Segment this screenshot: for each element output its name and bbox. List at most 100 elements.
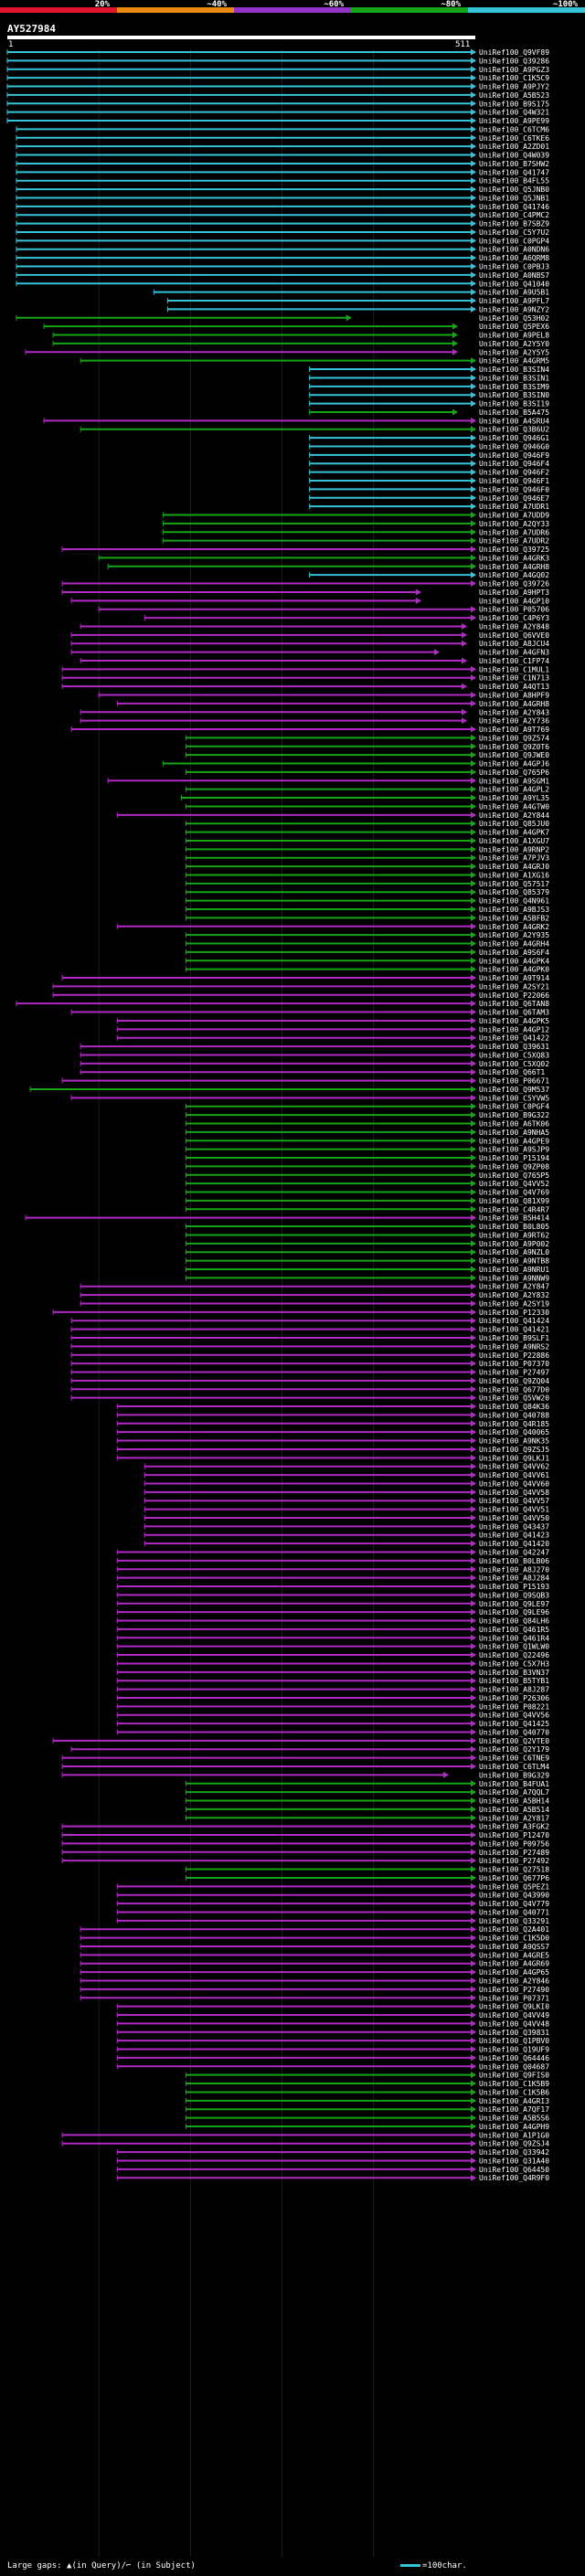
hit-label[interactable]: UniRef100_A5BH14 [479, 1797, 549, 1806]
hit-label[interactable]: UniRef100_Q9VF89 [479, 48, 549, 57]
hit-label[interactable]: UniRef100_A4GTW0 [479, 802, 549, 811]
hit-label[interactable]: UniRef100_Q9ZSJ4 [479, 2140, 549, 2148]
hit-label[interactable]: UniRef100_Q39726 [479, 580, 549, 588]
hit-label[interactable]: UniRef100_Q2A401 [479, 1925, 549, 1934]
hit-label[interactable]: UniRef100_A2Y5Y0 [479, 340, 549, 348]
hit-label[interactable]: UniRef100_Q6TAN8 [479, 1000, 549, 1008]
hit-label[interactable]: UniRef100_Q19UF9 [479, 2046, 549, 2054]
hit-label[interactable]: UniRef100_Q41746 [479, 203, 549, 211]
hit-label[interactable]: UniRef100_Q5JNB1 [479, 194, 549, 202]
hit-label[interactable]: UniRef100_A5B5S6 [479, 2115, 549, 2123]
hit-label[interactable]: UniRef100_A2Y844 [479, 811, 549, 820]
hit-label[interactable]: UniRef100_A5B514 [479, 1806, 549, 1814]
hit-label[interactable]: UniRef100_A8J284 [479, 1574, 549, 1583]
hit-label[interactable]: UniRef100_P12470 [479, 1831, 549, 1839]
hit-label[interactable]: UniRef100_C5XQ02 [479, 1060, 549, 1068]
hit-label[interactable]: UniRef100_Q4VV51 [479, 1506, 549, 1514]
hit-label[interactable]: UniRef100_C5YVW5 [479, 1094, 549, 1102]
hit-label[interactable]: UniRef100_P27492 [479, 1857, 549, 1865]
hit-label[interactable]: UniRef100_C1K5C9 [479, 74, 549, 82]
hit-label[interactable]: UniRef100_B9G329 [479, 1771, 549, 1779]
hit-label[interactable]: UniRef100_C1N713 [479, 674, 549, 683]
hit-label[interactable]: UniRef100_Q39831 [479, 2029, 549, 2037]
hit-label[interactable]: UniRef100_A4GRJ0 [479, 863, 549, 871]
hit-label[interactable]: UniRef100_C1K5D0 [479, 1935, 549, 1943]
hit-label[interactable]: UniRef100_Q41422 [479, 1034, 549, 1043]
hit-label[interactable]: UniRef100_A9NZY2 [479, 305, 549, 313]
hit-label[interactable]: UniRef100_Q5VW20 [479, 1394, 549, 1403]
hit-label[interactable]: UniRef100_Q4VV62 [479, 1463, 549, 1471]
hit-label[interactable]: UniRef100_Q9LE96 [479, 1608, 549, 1617]
hit-label[interactable]: UniRef100_B9G322 [479, 1111, 549, 1119]
hit-label[interactable]: UniRef100_Q4VV50 [479, 1514, 549, 1522]
hit-label[interactable]: UniRef100_B0L805 [479, 1223, 549, 1231]
hit-label[interactable]: UniRef100_P27497 [479, 1369, 549, 1377]
hit-label[interactable]: UniRef100_Q41424 [479, 1317, 549, 1325]
hit-label[interactable]: UniRef100_B5H414 [479, 1214, 549, 1223]
hit-label[interactable]: UniRef100_A9P002 [479, 1240, 549, 1248]
hit-label[interactable]: UniRef100_B7SBZ9 [479, 220, 549, 228]
hit-label[interactable]: UniRef100_A2Y736 [479, 717, 549, 726]
hit-label[interactable]: UniRef100_B5TYB1 [479, 1677, 549, 1685]
hit-label[interactable]: UniRef100_Q9LE97 [479, 1600, 549, 1608]
hit-label[interactable]: UniRef100_Q41421 [479, 1326, 549, 1334]
hit-label[interactable]: UniRef100_A2Y5Y5 [479, 348, 549, 356]
hit-label[interactable]: UniRef100_Q946F4 [479, 460, 549, 468]
hit-label[interactable]: UniRef100_Q765P6 [479, 769, 549, 777]
hit-label[interactable]: UniRef100_B3SIN0 [479, 391, 549, 399]
hit-label[interactable]: UniRef100_A0NDN6 [479, 246, 549, 254]
hit-label[interactable]: UniRef100_A2SY21 [479, 982, 549, 991]
hit-label[interactable]: UniRef100_A9S6F4 [479, 949, 549, 957]
hit-label[interactable]: UniRef100_Q84LH6 [479, 1617, 549, 1626]
hit-label[interactable]: UniRef100_C5XQ83 [479, 1051, 549, 1059]
hit-label[interactable]: UniRef100_A9NRU1 [479, 1266, 549, 1274]
hit-label[interactable]: UniRef100_Q9SQB3 [479, 1591, 549, 1599]
hit-label[interactable]: UniRef100_A4GRK3 [479, 554, 549, 562]
hit-label[interactable]: UniRef100_A9U5B1 [479, 289, 549, 297]
hit-label[interactable]: UniRef100_A7UDR6 [479, 528, 549, 536]
hit-label[interactable]: UniRef100_Q39286 [479, 57, 549, 65]
hit-label[interactable]: UniRef100_Q43437 [479, 1522, 549, 1531]
hit-label[interactable]: UniRef100_A7QF17 [479, 2105, 549, 2114]
hit-label[interactable]: UniRef100_A4GP12 [479, 1025, 549, 1034]
hit-label[interactable]: UniRef100_A9YL35 [479, 794, 549, 802]
hit-label[interactable]: UniRef100_C4PMC2 [479, 211, 549, 219]
hit-label[interactable]: UniRef100_C6TNE9 [479, 1754, 549, 1763]
hit-label[interactable]: UniRef100_A8JCU4 [479, 640, 549, 648]
hit-label[interactable]: UniRef100_C0PGP4 [479, 237, 549, 245]
hit-label[interactable]: UniRef100_Q4VV48 [479, 2019, 549, 2028]
hit-label[interactable]: UniRef100_A4GPH9 [479, 2123, 549, 2131]
hit-label[interactable]: UniRef100_Q42247 [479, 1549, 549, 1557]
hit-label[interactable]: UniRef100_Q946G1 [479, 434, 549, 442]
hit-label[interactable]: UniRef100_A4GQ02 [479, 571, 549, 579]
hit-label[interactable]: UniRef100_A1XGU7 [479, 837, 549, 845]
hit-label[interactable]: UniRef100_Q946E7 [479, 494, 549, 503]
hit-label[interactable]: UniRef100_A2Y848 [479, 622, 549, 631]
hit-label[interactable]: UniRef100_Q41423 [479, 1532, 549, 1540]
hit-label[interactable]: UniRef100_A1P1G0 [479, 2131, 549, 2139]
hit-label[interactable]: UniRef100_A8J287 [479, 1686, 549, 1694]
hit-label[interactable]: UniRef100_A9T769 [479, 726, 549, 734]
hit-label[interactable]: UniRef100_A4GRI3 [479, 2097, 549, 2105]
hit-label[interactable]: UniRef100_Q39631 [479, 1043, 549, 1051]
hit-label[interactable]: UniRef100_A9HPT3 [479, 588, 549, 597]
hit-label[interactable]: UniRef100_B3SI19 [479, 400, 549, 408]
hit-label[interactable]: UniRef100_Q9Z0T6 [479, 743, 549, 751]
hit-label[interactable]: UniRef100_A7PJV3 [479, 854, 549, 863]
hit-label[interactable]: UniRef100_A4GFN3 [479, 649, 549, 657]
hit-label[interactable]: UniRef100_A9SGM1 [479, 777, 549, 785]
hit-label[interactable]: UniRef100_Q31A40 [479, 2157, 549, 2165]
hit-label[interactable]: UniRef100_A9NTB8 [479, 1257, 549, 1266]
hit-label[interactable]: UniRef100_Q9M537 [479, 1086, 549, 1094]
hit-label[interactable]: UniRef100_Q40771 [479, 1908, 549, 1916]
hit-label[interactable]: UniRef100_A0NBS7 [479, 271, 549, 280]
hit-label[interactable]: UniRef100_Q4V769 [479, 1189, 549, 1197]
hit-label[interactable]: UniRef100_A2Y817 [479, 1814, 549, 1822]
hit-label[interactable]: UniRef100_Q5PEZ1 [479, 1882, 549, 1891]
hit-label[interactable]: UniRef100_B9S175 [479, 100, 549, 108]
hit-label[interactable]: UniRef100_Q946F9 [479, 451, 549, 460]
hit-label[interactable]: UniRef100_A8HPF9 [479, 692, 549, 700]
hit-label[interactable]: UniRef100_Q1PBV0 [479, 2037, 549, 2045]
hit-label[interactable]: UniRef100_Q81X99 [479, 1197, 549, 1205]
hit-label[interactable]: UniRef100_A9NZL0 [479, 1248, 549, 1256]
